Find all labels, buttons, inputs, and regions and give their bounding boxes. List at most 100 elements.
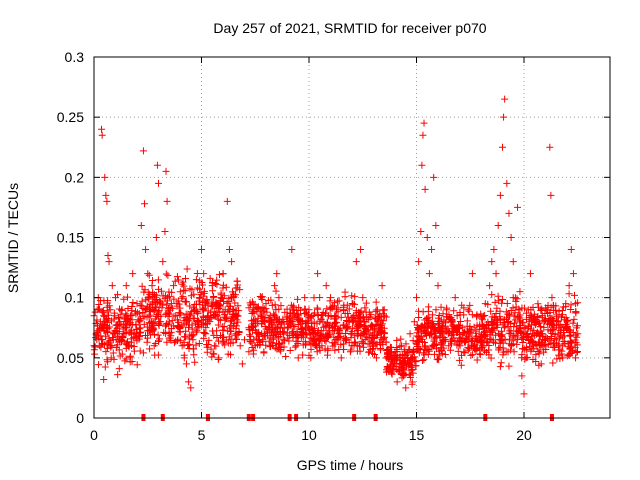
data-point bbox=[511, 319, 519, 327]
data-point bbox=[518, 330, 526, 338]
data-point bbox=[127, 338, 135, 346]
data-point bbox=[102, 348, 110, 356]
data-point bbox=[555, 351, 563, 359]
data-point bbox=[115, 314, 123, 322]
data-point bbox=[193, 318, 201, 326]
data-point bbox=[380, 306, 388, 314]
data-point bbox=[315, 337, 323, 345]
data-point bbox=[430, 337, 438, 345]
data-point bbox=[270, 310, 278, 318]
data-point bbox=[492, 316, 500, 324]
data-point bbox=[102, 191, 110, 199]
data-point bbox=[550, 343, 558, 351]
data-point bbox=[529, 339, 537, 347]
data-point bbox=[245, 348, 253, 356]
data-point bbox=[345, 305, 353, 313]
data-point bbox=[182, 298, 190, 306]
data-point bbox=[275, 294, 283, 302]
data-point bbox=[154, 351, 162, 359]
data-point bbox=[567, 246, 575, 254]
data-point bbox=[202, 299, 210, 307]
data-point bbox=[262, 341, 270, 349]
data-point bbox=[187, 292, 195, 300]
data-point bbox=[208, 327, 216, 335]
data-point bbox=[142, 246, 150, 254]
data-point bbox=[277, 302, 285, 310]
data-point bbox=[406, 371, 414, 379]
data-point bbox=[104, 325, 112, 333]
data-point bbox=[313, 348, 321, 356]
data-point bbox=[305, 314, 313, 322]
data-point bbox=[286, 346, 294, 354]
data-point bbox=[460, 311, 468, 319]
data-point bbox=[162, 270, 170, 278]
data-point bbox=[215, 271, 223, 279]
data-point bbox=[430, 173, 438, 181]
data-point bbox=[428, 343, 436, 351]
data-point bbox=[324, 345, 332, 353]
data-point bbox=[153, 291, 161, 299]
data-point bbox=[455, 340, 463, 348]
data-point bbox=[341, 293, 349, 301]
data-point bbox=[314, 329, 322, 337]
data-point bbox=[144, 334, 152, 342]
data-point bbox=[323, 318, 331, 326]
data-point bbox=[116, 352, 124, 360]
data-point bbox=[373, 340, 381, 348]
data-point bbox=[420, 356, 428, 364]
data-point bbox=[245, 304, 253, 312]
data-point bbox=[138, 302, 146, 310]
data-point bbox=[396, 366, 404, 374]
data-point bbox=[153, 311, 161, 319]
data-point bbox=[478, 337, 486, 345]
data-point bbox=[195, 285, 203, 293]
data-point bbox=[468, 311, 476, 319]
data-point bbox=[322, 282, 330, 290]
data-point bbox=[213, 276, 221, 284]
data-point bbox=[258, 296, 266, 304]
data-point bbox=[126, 353, 134, 361]
data-point bbox=[473, 356, 481, 364]
data-point bbox=[236, 342, 244, 350]
data-point bbox=[129, 299, 137, 307]
data-point bbox=[274, 323, 282, 331]
data-point bbox=[251, 342, 259, 350]
data-point bbox=[105, 337, 113, 345]
data-point bbox=[275, 333, 283, 341]
data-point bbox=[191, 306, 199, 314]
data-point bbox=[273, 345, 281, 353]
data-point bbox=[423, 324, 431, 332]
data-point bbox=[445, 342, 453, 350]
data-point bbox=[290, 306, 298, 314]
data-point bbox=[268, 339, 276, 347]
data-point bbox=[319, 309, 327, 317]
data-point bbox=[443, 306, 451, 314]
data-point bbox=[193, 300, 201, 308]
data-point bbox=[456, 337, 464, 345]
data-point bbox=[482, 348, 490, 356]
data-point bbox=[187, 384, 195, 392]
data-point bbox=[215, 354, 223, 362]
data-point bbox=[133, 300, 141, 308]
data-point bbox=[573, 322, 581, 330]
data-point bbox=[256, 293, 264, 301]
data-point bbox=[357, 246, 365, 254]
data-point bbox=[353, 324, 361, 332]
data-point bbox=[524, 306, 532, 314]
data-point bbox=[185, 335, 193, 343]
data-point bbox=[308, 320, 316, 328]
data-point bbox=[450, 307, 458, 315]
data-point bbox=[110, 309, 118, 317]
data-point bbox=[410, 318, 418, 326]
data-point bbox=[412, 362, 420, 370]
data-point bbox=[488, 291, 496, 299]
data-point bbox=[223, 197, 231, 205]
data-point bbox=[138, 282, 146, 290]
data-point bbox=[384, 349, 392, 357]
data-point bbox=[200, 334, 208, 342]
data-point bbox=[496, 191, 504, 199]
data-point bbox=[231, 291, 239, 299]
data-point bbox=[206, 274, 214, 282]
data-point bbox=[542, 345, 550, 353]
data-point bbox=[424, 307, 432, 315]
